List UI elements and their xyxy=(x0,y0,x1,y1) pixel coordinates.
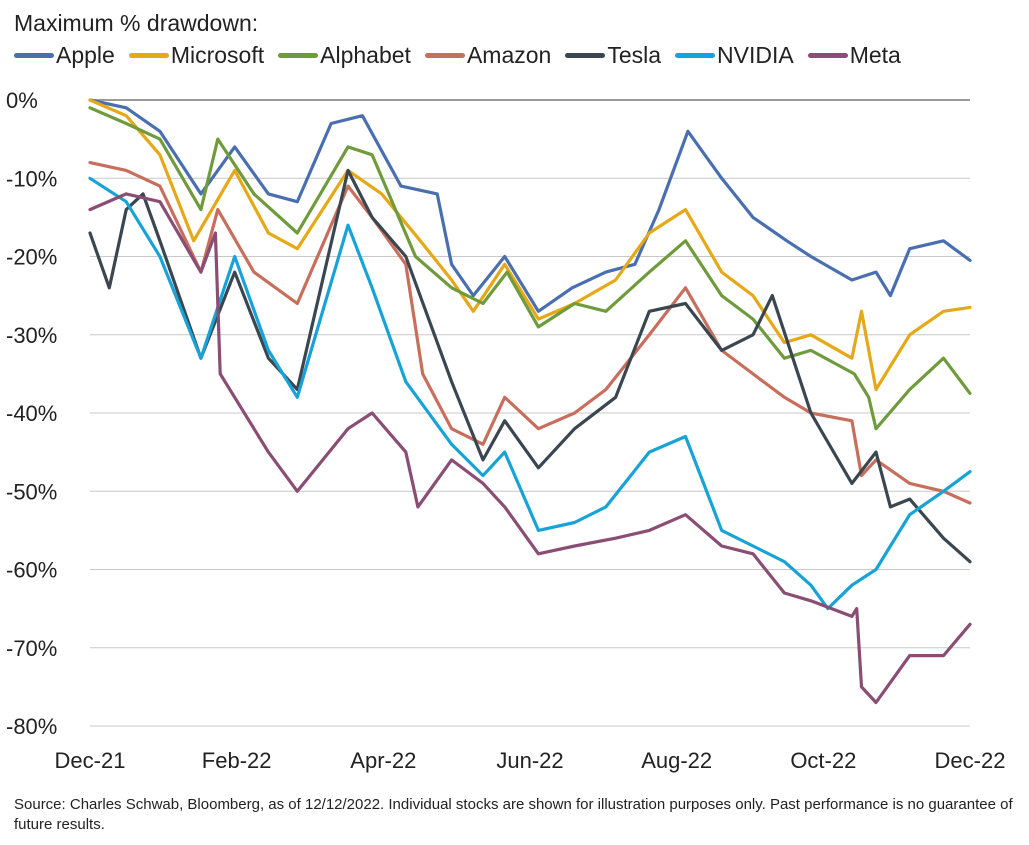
line-chart: 0% -10% -20% -30% -40% -50% -60% -70% -80% Dec-21… xyxy=(6,88,1006,773)
legend-swatch xyxy=(565,53,606,58)
legend-item-nvidia: NVIDIA xyxy=(675,42,794,69)
legend-swatch xyxy=(128,53,169,58)
legend-swatch xyxy=(424,53,465,58)
series-line-microsoft xyxy=(88,98,972,392)
y-tick-label: -70% xyxy=(6,636,57,661)
legend-swatch xyxy=(278,53,319,58)
source-note: Source: Charles Schwab, Bloomberg, as of… xyxy=(14,796,1013,833)
legend-label: Meta xyxy=(849,42,901,68)
legend-label: Amazon xyxy=(466,42,552,68)
legend-item-amazon: Amazon xyxy=(424,42,552,69)
y-tick-label: 0% xyxy=(6,88,38,113)
x-tick-label: Dec-21 xyxy=(55,748,126,773)
y-tick-label: -30% xyxy=(6,323,57,348)
series-line-amazon xyxy=(88,161,972,505)
legend-item-apple: Apple xyxy=(14,42,115,69)
series-line-nvidia xyxy=(88,176,972,611)
chart-title: Maximum % drawdown: xyxy=(14,10,259,36)
x-tick-label: Aug-22 xyxy=(641,748,712,773)
legend-swatch xyxy=(14,53,54,58)
x-tick-label: Dec-22 xyxy=(935,748,1006,773)
legend: Apple Microsoft Alphabet Amazon Tesla NVIDIA M… xyxy=(14,42,915,69)
legend-label: NVIDIA xyxy=(717,42,794,68)
x-tick-label: Oct-22 xyxy=(790,748,856,773)
y-tick-label: -40% xyxy=(6,401,57,426)
series-line-apple xyxy=(88,98,972,313)
legend-swatch xyxy=(675,53,716,58)
legend-label: Alphabet xyxy=(320,42,411,68)
y-tick-label: -10% xyxy=(6,166,57,191)
y-tick-label: -50% xyxy=(6,479,57,504)
x-tick-label: Apr-22 xyxy=(350,748,416,773)
legend-label: Microsoft xyxy=(170,42,265,68)
legend-item-meta: Meta xyxy=(807,42,901,69)
series-line-meta xyxy=(88,192,972,705)
x-tick-label: Jun-22 xyxy=(496,748,563,773)
legend-item-alphabet: Alphabet xyxy=(278,42,411,69)
legend-swatch xyxy=(807,53,848,58)
legend-item-microsoft: Microsoft xyxy=(128,42,265,69)
x-tick-label: Feb-22 xyxy=(202,748,272,773)
y-tick-label: -20% xyxy=(6,245,57,270)
legend-label: Apple xyxy=(56,42,115,68)
series-line-alphabet xyxy=(88,106,972,431)
y-tick-label: -60% xyxy=(6,558,57,583)
legend-item-tesla: Tesla xyxy=(565,42,661,69)
y-tick-label: -80% xyxy=(6,714,57,739)
legend-label: Tesla xyxy=(607,42,662,68)
